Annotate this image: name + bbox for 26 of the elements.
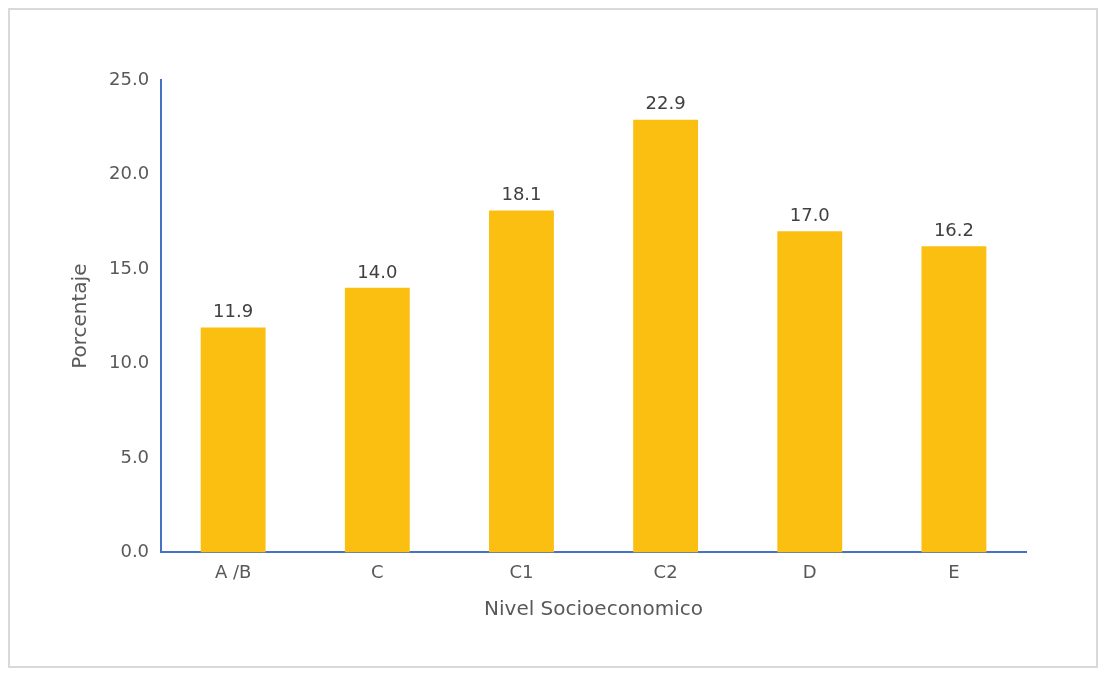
bar (777, 231, 843, 553)
data-label: 22.9 (645, 92, 686, 114)
y-tick-label: 15.0 (109, 256, 150, 278)
y-tick-label: 20.0 (109, 162, 150, 184)
x-tick-label: E (948, 560, 960, 582)
x-tick-label: A /B (214, 560, 252, 582)
x-tick-label: D (802, 560, 817, 582)
data-label: 11.9 (213, 300, 254, 322)
y-tick-label: 25.0 (109, 67, 150, 89)
x-axis-title: Nivel Socioeconomico (484, 596, 704, 621)
bar (200, 327, 266, 553)
data-label: 18.1 (501, 183, 542, 205)
x-tick-label: C1 (509, 560, 534, 582)
bar (633, 119, 699, 553)
data-label: 14.0 (357, 260, 398, 282)
data-label: 16.2 (933, 218, 974, 240)
bar (344, 287, 410, 553)
y-tick-label: 10.0 (109, 351, 150, 373)
x-tick-label: C2 (653, 560, 678, 582)
y-axis-title: Porcentaje (67, 263, 92, 369)
bar (489, 210, 554, 553)
bar (921, 246, 987, 553)
x-tick-label: C (371, 560, 384, 582)
y-tick-label: 0.0 (120, 540, 150, 562)
y-tick-label: 5.0 (120, 445, 150, 467)
data-label: 17.0 (789, 203, 830, 225)
